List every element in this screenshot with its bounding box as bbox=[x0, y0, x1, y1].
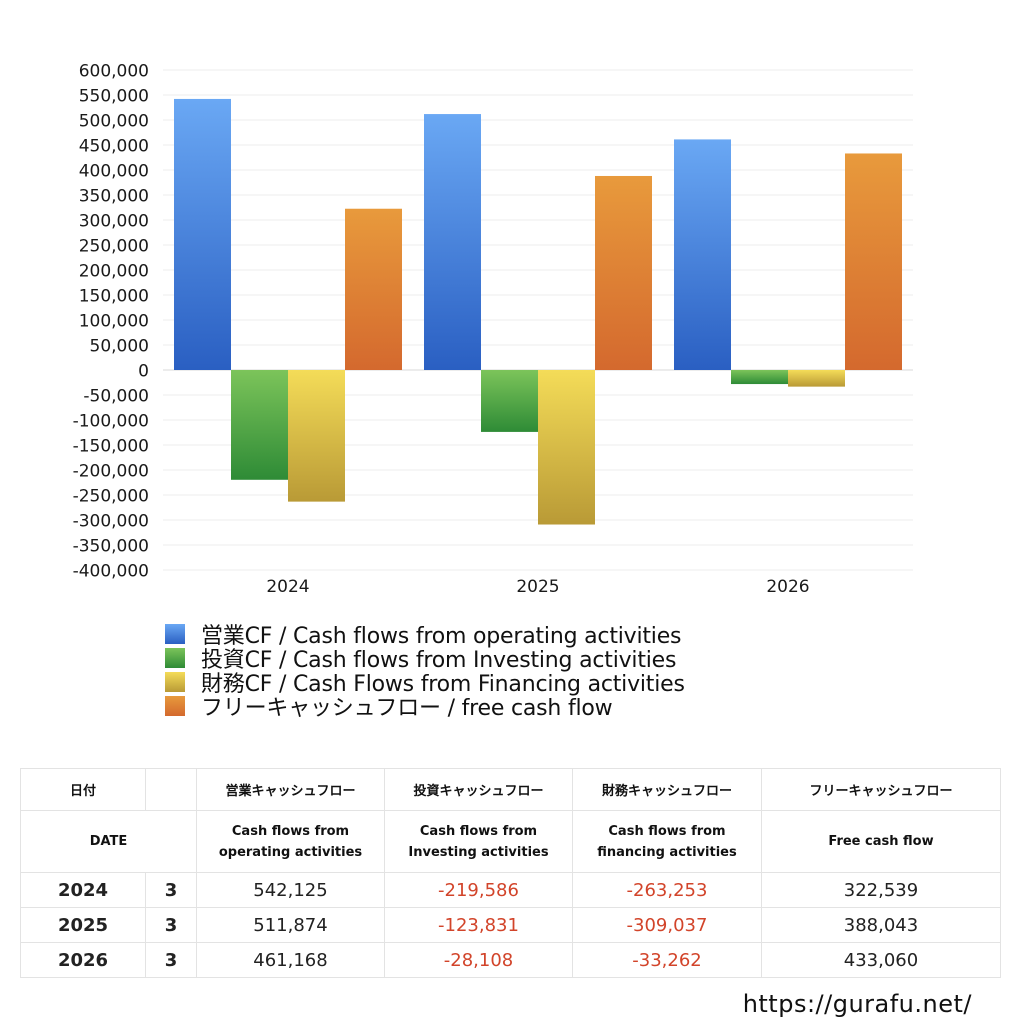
row-free: 433,060 bbox=[761, 942, 1001, 978]
row-financing: -263,253 bbox=[572, 872, 762, 908]
y-tick-label: 50,000 bbox=[90, 337, 149, 357]
chart-legend: 営業CF / Cash flows from operating activit… bbox=[165, 622, 685, 721]
row-month: 3 bbox=[145, 872, 197, 908]
table-row: 2026 3 461,168 -28,108 -33,262 433,060 bbox=[20, 942, 1001, 978]
header-investing-en-line1: Cash flows from bbox=[419, 823, 538, 839]
table-header-row-jp: 日付 営業キャッシュフロー 投資キャッシュフロー 財務キャッシュフロー フリーキ… bbox=[20, 768, 1001, 811]
table-row: 2024 3 542,125 -219,586 -263,253 322,539 bbox=[20, 872, 1001, 908]
legend-label-financing: 財務CF / Cash Flows from Financing activit… bbox=[201, 672, 685, 697]
y-tick-label: 0 bbox=[138, 362, 149, 382]
y-tick-label: 150,000 bbox=[79, 287, 149, 307]
bar-2025-series-3 bbox=[595, 175, 652, 370]
header-financing-en: Cash flows from financing activities bbox=[572, 810, 762, 873]
bar-2026-series-0 bbox=[674, 139, 731, 370]
bar-2024-series-0 bbox=[174, 98, 231, 370]
row-financing: -33,262 bbox=[572, 942, 762, 978]
x-tick-label: 2024 bbox=[266, 577, 309, 597]
bar-2025-series-1 bbox=[481, 370, 538, 432]
y-tick-label: 600,000 bbox=[79, 62, 149, 82]
x-tick-label: 2025 bbox=[516, 577, 559, 597]
legend-item-operating: 営業CF / Cash flows from operating activit… bbox=[165, 622, 685, 649]
bar-2025-series-0 bbox=[424, 114, 481, 370]
x-tick-label: 2026 bbox=[766, 577, 809, 597]
header-operating-en-line2: operating activities bbox=[218, 844, 363, 860]
legend-label-operating: 営業CF / Cash flows from operating activit… bbox=[201, 624, 682, 649]
bar-2024-series-3 bbox=[345, 208, 402, 370]
y-tick-label: -200,000 bbox=[73, 462, 149, 482]
table-row: 2025 3 511,874 -123,831 -309,037 388,043 bbox=[20, 907, 1001, 943]
header-date-jp: 日付 bbox=[20, 768, 146, 811]
header-date-en: DATE bbox=[20, 810, 197, 873]
y-tick-label: 400,000 bbox=[79, 162, 149, 182]
y-tick-label: 100,000 bbox=[79, 312, 149, 332]
y-tick-label: 200,000 bbox=[79, 262, 149, 282]
row-year: 2024 bbox=[20, 872, 146, 908]
y-tick-label: -300,000 bbox=[73, 512, 149, 532]
row-investing: -123,831 bbox=[384, 907, 573, 943]
y-tick-label: 350,000 bbox=[79, 187, 149, 207]
row-operating: 461,168 bbox=[196, 942, 385, 978]
legend-swatch-investing bbox=[165, 648, 185, 668]
row-investing: -28,108 bbox=[384, 942, 573, 978]
y-tick-label: -50,000 bbox=[83, 387, 149, 407]
header-financing-en-line2: financing activities bbox=[597, 844, 737, 860]
y-tick-label: 300,000 bbox=[79, 212, 149, 232]
x-axis-ticks: 2024 2025 2026 bbox=[266, 577, 809, 597]
row-free: 322,539 bbox=[761, 872, 1001, 908]
bar-2026-series-2 bbox=[788, 370, 845, 387]
bar-2026-series-1 bbox=[731, 370, 788, 385]
row-month: 3 bbox=[145, 907, 197, 943]
legend-swatch-free bbox=[165, 696, 185, 716]
legend-label-free: フリーキャッシュフロー / free cash flow bbox=[201, 696, 613, 721]
bar-2025-series-2 bbox=[538, 370, 595, 525]
y-tick-label: 450,000 bbox=[79, 137, 149, 157]
header-operating-jp: 営業キャッシュフロー bbox=[196, 768, 385, 811]
y-tick-label: 250,000 bbox=[79, 237, 149, 257]
row-operating: 542,125 bbox=[196, 872, 385, 908]
header-financing-jp: 財務キャッシュフロー bbox=[572, 768, 762, 811]
bar-2024-series-2 bbox=[288, 370, 345, 502]
row-year: 2026 bbox=[20, 942, 146, 978]
cash-flow-table: 日付 営業キャッシュフロー 投資キャッシュフロー 財務キャッシュフロー フリーキ… bbox=[20, 768, 1001, 978]
legend-item-free: フリーキャッシュフロー / free cash flow bbox=[165, 694, 685, 721]
header-operating-en: Cash flows from operating activities bbox=[196, 810, 385, 873]
bar-2026-series-3 bbox=[845, 153, 902, 370]
y-tick-label: 500,000 bbox=[79, 112, 149, 132]
site-url[interactable]: https://gurafu.net/ bbox=[742, 990, 972, 1018]
bar-2024-series-1 bbox=[231, 370, 288, 480]
header-operating-en-line1: Cash flows from bbox=[231, 823, 350, 839]
row-month: 3 bbox=[145, 942, 197, 978]
row-investing: -219,586 bbox=[384, 872, 573, 908]
header-investing-en-line2: Investing activities bbox=[408, 844, 549, 860]
y-tick-label: -250,000 bbox=[73, 487, 149, 507]
row-year: 2025 bbox=[20, 907, 146, 943]
y-tick-label: -350,000 bbox=[73, 537, 149, 557]
table-header-row-en: DATE Cash flows from operating activitie… bbox=[20, 810, 1001, 873]
header-free-en: Free cash flow bbox=[761, 810, 1001, 873]
legend-swatch-financing bbox=[165, 672, 185, 692]
cash-flow-bar-chart: 600,000 550,000 500,000 450,000 400,000 350,0… bbox=[73, 62, 913, 597]
header-month-jp bbox=[145, 768, 197, 811]
header-financing-en-line1: Cash flows from bbox=[608, 823, 726, 839]
y-tick-label: -150,000 bbox=[73, 437, 149, 457]
bars bbox=[174, 98, 902, 525]
row-operating: 511,874 bbox=[196, 907, 385, 943]
y-tick-label: -100,000 bbox=[73, 412, 149, 432]
header-free-jp: フリーキャッシュフロー bbox=[761, 768, 1001, 811]
y-tick-label: -400,000 bbox=[73, 562, 149, 582]
legend-label-investing: 投資CF / Cash flows from Investing activit… bbox=[201, 648, 677, 673]
legend-swatch-operating bbox=[165, 624, 185, 644]
y-tick-label: 550,000 bbox=[79, 87, 149, 107]
row-financing: -309,037 bbox=[572, 907, 762, 943]
header-investing-jp: 投資キャッシュフロー bbox=[384, 768, 573, 811]
legend-item-investing: 投資CF / Cash flows from Investing activit… bbox=[165, 646, 685, 673]
y-axis-ticks: 600,000 550,000 500,000 450,000 400,000 350,0… bbox=[73, 62, 149, 582]
row-free: 388,043 bbox=[761, 907, 1001, 943]
legend-item-financing: 財務CF / Cash Flows from Financing activit… bbox=[165, 670, 685, 697]
header-investing-en: Cash flows from Investing activities bbox=[384, 810, 573, 873]
